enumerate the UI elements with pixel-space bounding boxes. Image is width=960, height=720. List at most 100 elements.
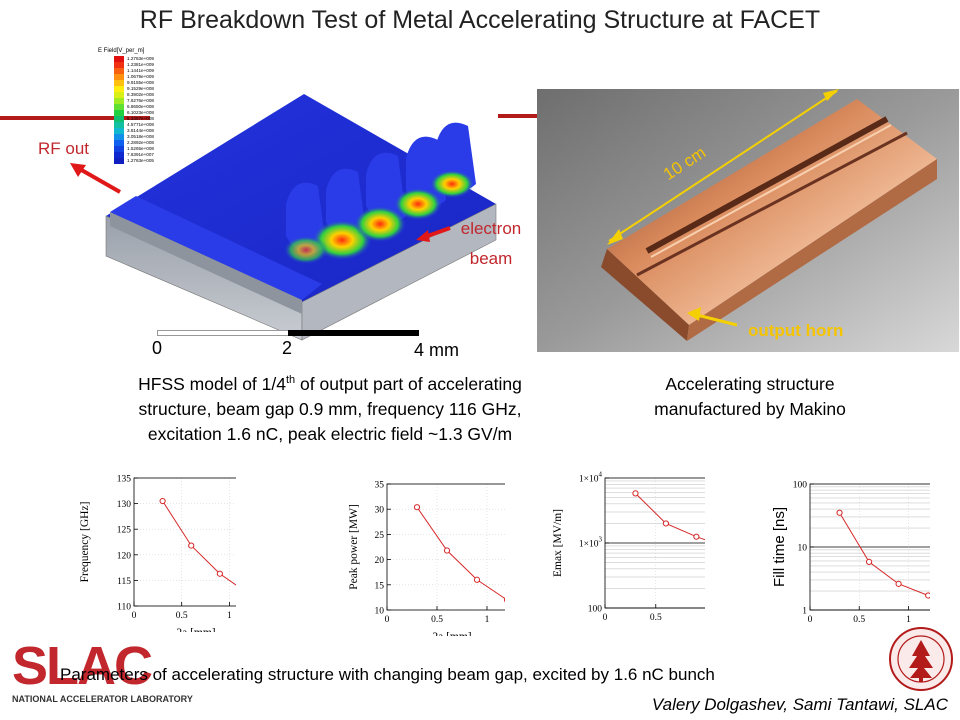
legend-swatch — [114, 116, 124, 122]
scale-label-2: 2 — [282, 338, 293, 358]
beam-label: beam — [469, 249, 513, 268]
legend-value: 1.2763e+009 — [127, 56, 154, 61]
legend-value: 4.5771e+008 — [127, 122, 154, 127]
y-tick-label: 30 — [375, 506, 385, 516]
y-tick-label: 1×103 — [579, 536, 603, 550]
scale-bar-black — [288, 330, 419, 336]
electron-label: electron — [460, 219, 522, 238]
legend-swatch — [114, 158, 124, 164]
x-tick-label: 0 — [132, 611, 137, 621]
y-tick-label: 20 — [375, 556, 385, 566]
y-tick-label: 100 — [793, 481, 808, 491]
legend-value: 9.9155e+008 — [127, 80, 154, 85]
data-point — [895, 580, 902, 587]
legend-swatch — [114, 128, 124, 134]
y-tick-label: 110 — [117, 603, 131, 613]
model-caption: HFSS model of 1/4th of output part of ac… — [110, 368, 550, 447]
x-tick-label: 0.5 — [431, 615, 443, 625]
series-line — [162, 500, 236, 586]
rf-out-arrow — [70, 163, 121, 194]
y-tick-label: 120 — [117, 551, 132, 561]
data-point — [413, 504, 421, 511]
legend-value: 1.0679e+009 — [127, 74, 154, 79]
legend-swatch — [114, 86, 124, 92]
photo-caption-line2: manufactured by Makino — [654, 399, 846, 419]
plot-frequency: 110 115 120 125 130 135 0 0.5 1 2a [mm] Frequency … — [79, 475, 236, 632]
legend-swatch — [114, 140, 124, 146]
x-axis-label: 2a [mm] — [432, 631, 471, 636]
legend-value: 2.2892e+008 — [127, 140, 154, 145]
y-tick-label: 15 — [375, 581, 385, 591]
legend-swatch — [114, 110, 124, 116]
data-point — [159, 497, 166, 505]
legend-value: 3.8144e+008 — [127, 128, 154, 133]
x-tick-label: 1 — [906, 615, 911, 625]
plot-peak-power: 10 15 20 25 30 35 0 0.5 1 2a [mm] Peak power [MW] — [348, 481, 505, 636]
legend-value: 1.2763e+005 — [127, 158, 154, 163]
title-accent-bar-right — [498, 114, 540, 118]
legend-value: 6.1023e+008 — [127, 110, 154, 115]
plot-grid — [133, 477, 236, 607]
y-tick-label: 115 — [117, 577, 131, 587]
y-tick-label: 135 — [117, 475, 132, 485]
data-point — [632, 490, 639, 497]
legend-swatch — [114, 134, 124, 140]
series-line — [839, 512, 929, 596]
legend-swatch — [114, 68, 124, 74]
field-legend: E Field[V_per_m] 1.2763e+0091.2381e+0091… — [98, 48, 154, 164]
legend-swatch — [114, 92, 124, 98]
plot-grid — [604, 478, 705, 609]
y-tick-label: 10 — [375, 607, 385, 617]
plot-frame — [386, 483, 505, 611]
series-line — [416, 506, 505, 600]
x-tick-label: 1 — [485, 615, 490, 625]
photo-caption: Accelerating structure manufactured by M… — [600, 372, 900, 422]
electron-beam-label: electron beam — [448, 214, 534, 274]
scale-bar-white — [157, 330, 290, 336]
university-seal-icon — [889, 627, 953, 691]
title-accent-bar-left — [0, 116, 150, 120]
model-caption-line2: structure, beam gap 0.9 mm, frequency 11… — [138, 398, 522, 419]
legend-swatch — [114, 122, 124, 128]
x-tick-label: 1 — [227, 611, 232, 621]
legend-swatch — [114, 74, 124, 80]
legend-value: 1.5265e+008 — [127, 146, 154, 151]
data-point — [693, 533, 700, 540]
y-axis-label: Fill time [ns] — [771, 507, 788, 587]
legend-swatch — [114, 62, 124, 68]
legend-swatch — [114, 56, 124, 62]
x-tick-label: 1 — [704, 613, 705, 623]
y-axis-label: Emax [MV/m] — [552, 509, 564, 577]
legend-value: 8.3902e+008 — [127, 92, 154, 97]
legend-value: 6.8650e+008 — [127, 104, 154, 109]
y-tick-exponent: 3 — [599, 536, 603, 544]
legend-value: 1.1441e+009 — [127, 68, 154, 73]
legend-swatch — [114, 152, 124, 158]
plot-frame — [133, 477, 236, 607]
x-tick-label: 0.5 — [650, 613, 662, 623]
rail — [110, 196, 322, 300]
photo-caption-line1: Accelerating structure — [665, 374, 835, 394]
copper-block — [607, 99, 937, 325]
y-tick-label: 1×104 — [579, 471, 603, 485]
legend-swatch — [114, 146, 124, 152]
data-point — [836, 509, 843, 516]
y-tick-label: 125 — [117, 526, 132, 536]
plot-grid — [386, 483, 505, 611]
legend-value: 3.0518e+008 — [127, 134, 154, 139]
accelerating-structure-photo — [537, 89, 959, 352]
y-axis-label: Frequency [GHz] — [79, 502, 91, 583]
series-line — [635, 493, 705, 541]
x-axis-label: 2a [mm] — [176, 627, 215, 632]
x-tick-label: 0 — [385, 615, 390, 625]
slac-logo-text: SLAC — [12, 636, 153, 696]
legend-value: 7.6276e+008 — [127, 98, 154, 103]
data-point — [216, 570, 223, 577]
plot-grid — [809, 484, 930, 611]
legend-swatch — [114, 80, 124, 86]
x-tick-label: 0 — [603, 613, 608, 623]
data-point — [188, 542, 195, 549]
electron-beam-arrow — [416, 226, 451, 242]
y-axis-label: Peak power [MW] — [348, 504, 360, 590]
